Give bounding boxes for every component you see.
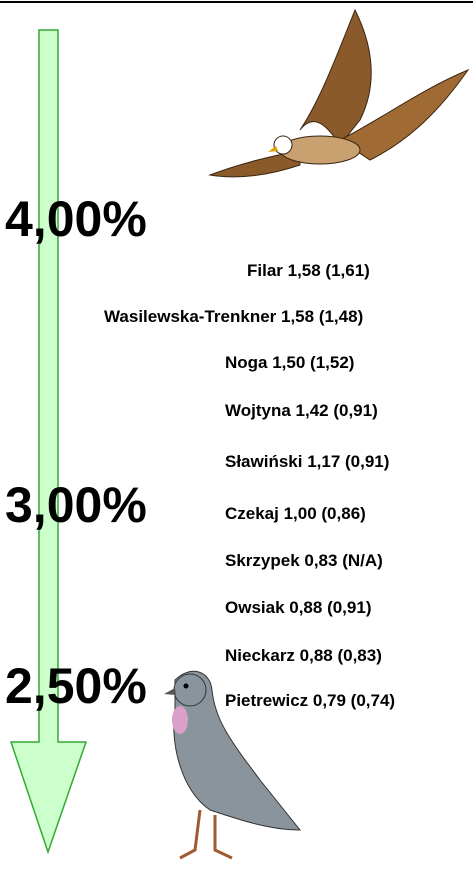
member-label: Pietrewicz 0,79 (0,74)	[225, 691, 395, 710]
member-label: Wasilewska-Trenkner 1,58 (1,48)	[104, 307, 363, 326]
member-label: Czekaj 1,00 (0,86)	[225, 504, 366, 523]
member-label: Skrzypek 0,83 (N/A)	[225, 551, 383, 570]
pigeon-illustration	[164, 670, 302, 860]
member-label: Filar 1,58 (1,61)	[247, 261, 370, 280]
member-label: Wojtyna 1,42 (0,91)	[225, 401, 378, 420]
scale-label: 2,50%	[5, 658, 147, 714]
member-label: Sławiński 1,17 (0,91)	[225, 452, 389, 471]
scale-arrow	[9, 29, 88, 855]
scale-label: 3,00%	[5, 477, 147, 533]
member-label: Owsiak 0,88 (0,91)	[225, 598, 371, 617]
scale-label: 4,00%	[5, 191, 147, 247]
hawk-illustration	[208, 8, 470, 178]
member-label: Noga 1,50 (1,52)	[225, 353, 354, 372]
member-label: Nieckarz 0,88 (0,83)	[225, 646, 382, 665]
